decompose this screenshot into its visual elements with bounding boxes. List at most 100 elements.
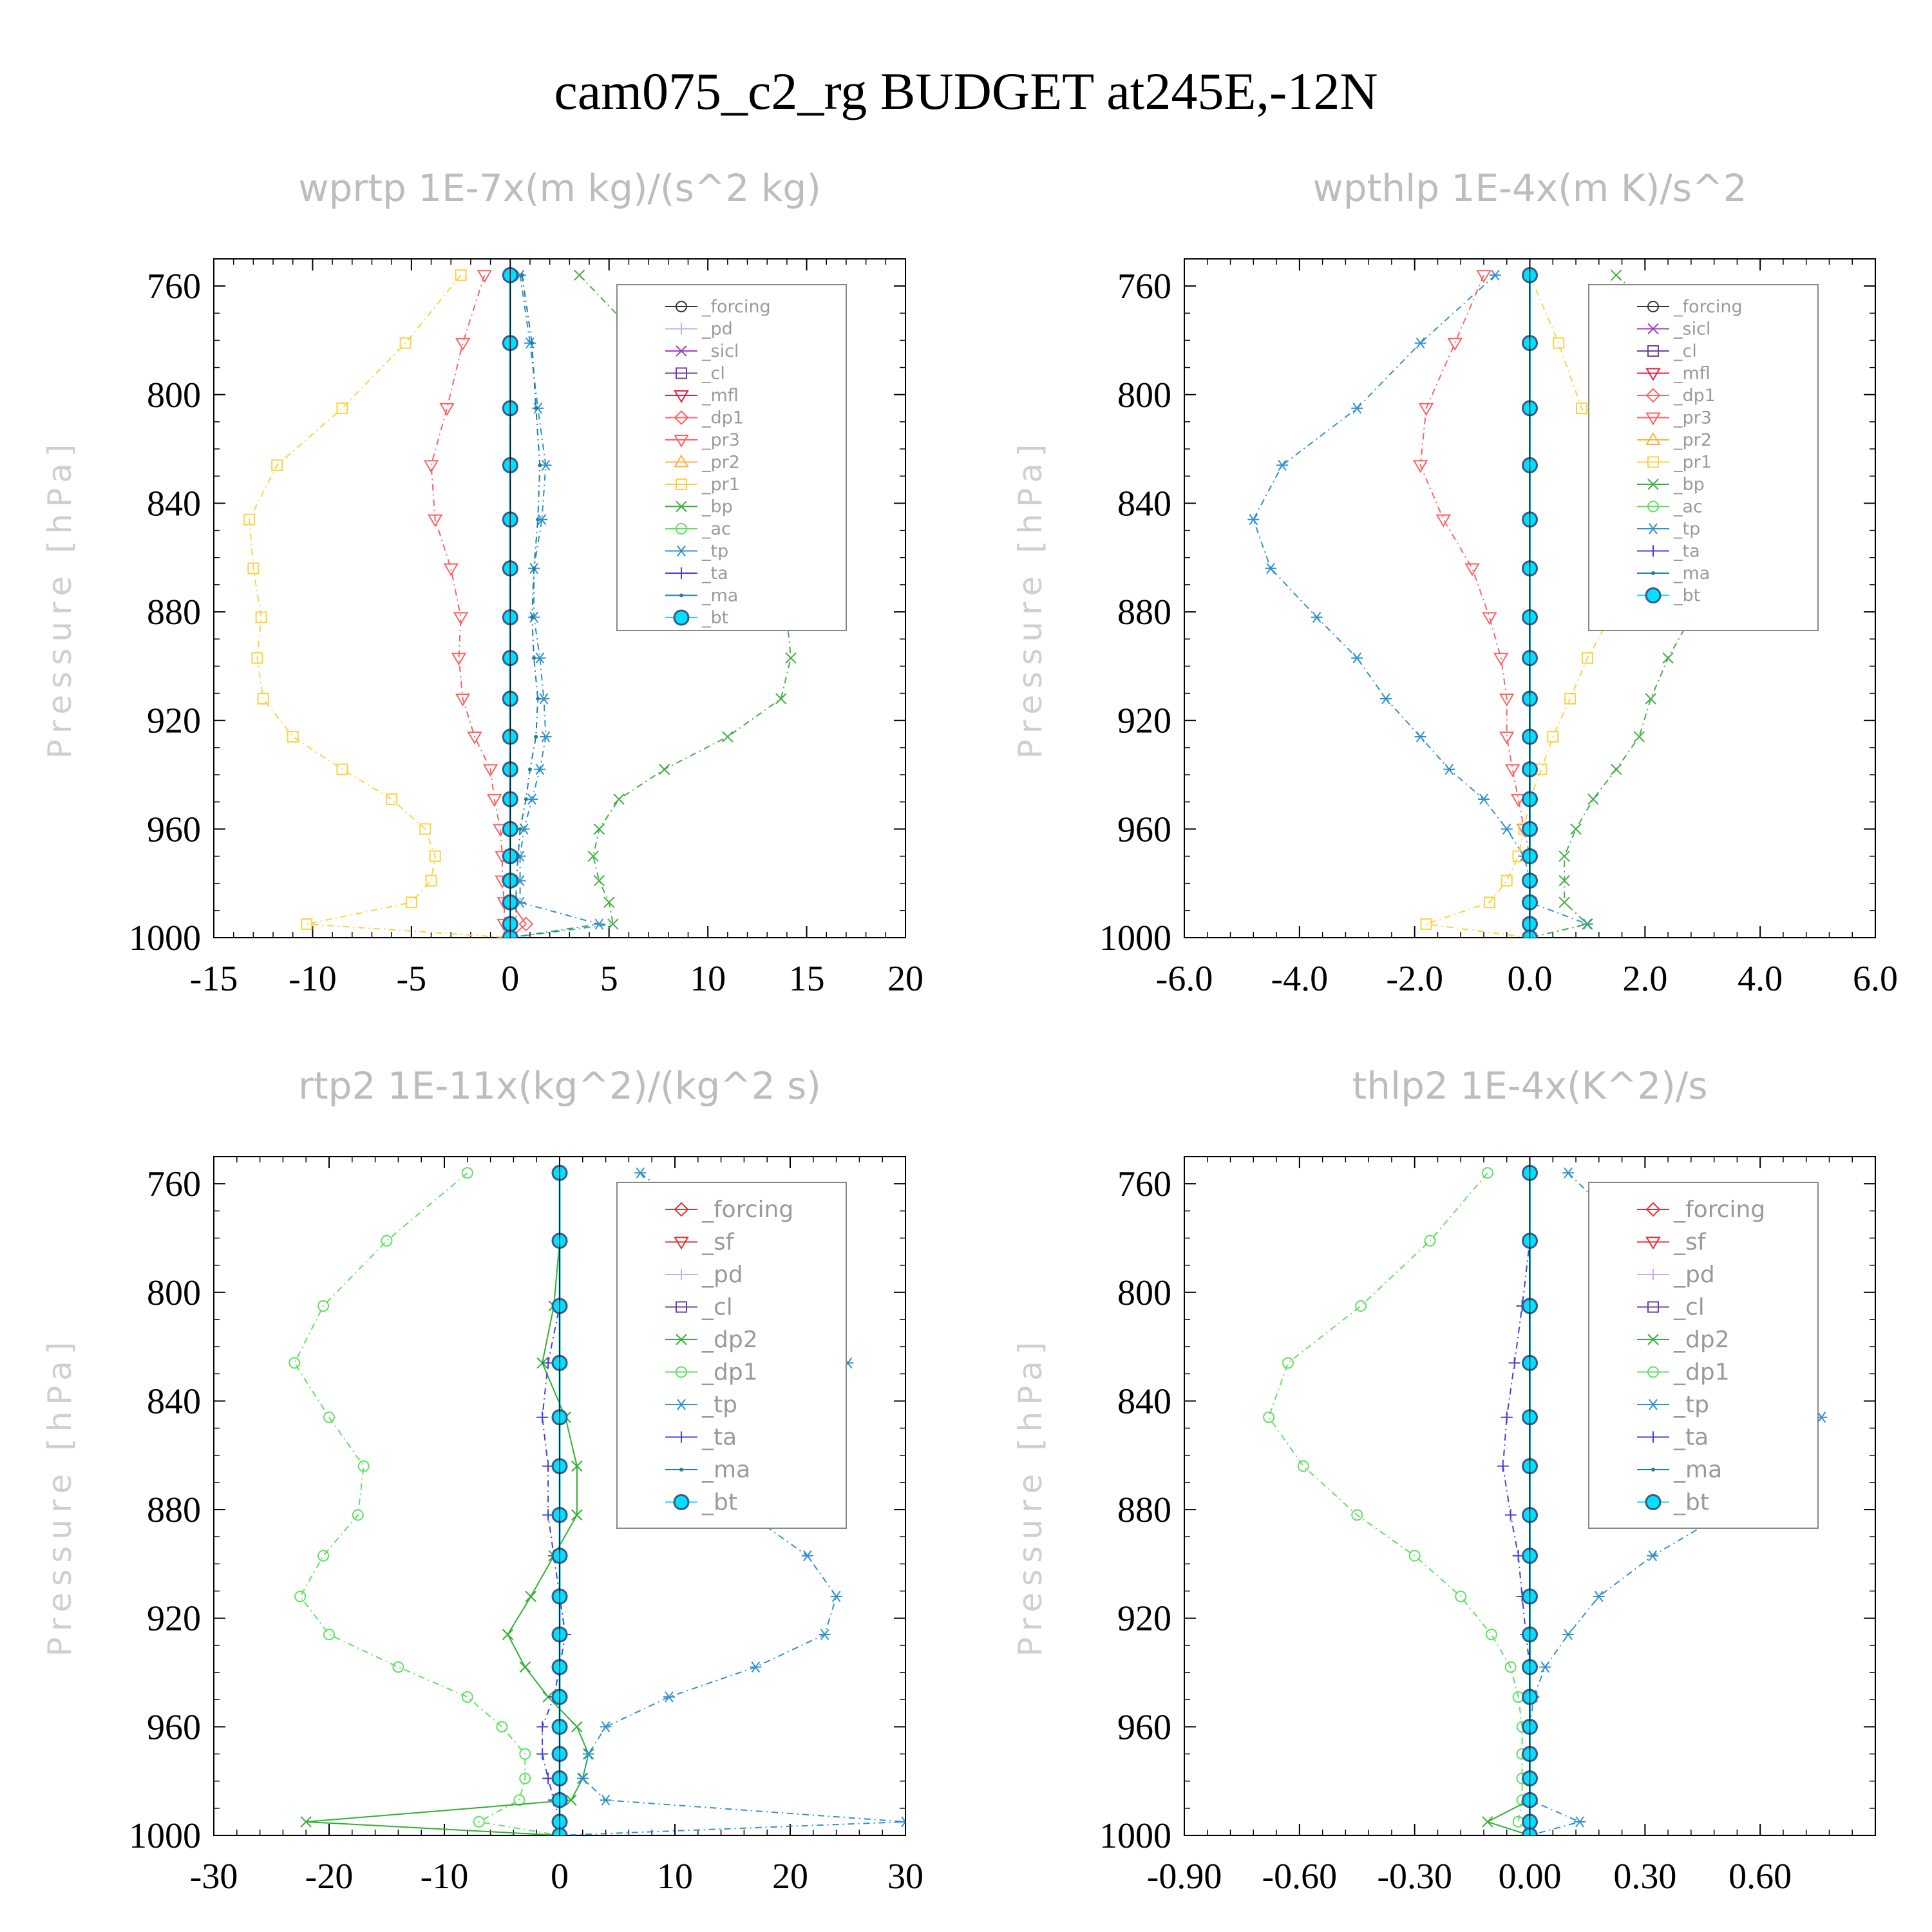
series-pr1 [243, 269, 516, 938]
legend-marker [1645, 388, 1661, 403]
data-point-tp [1573, 1816, 1586, 1828]
data-point-dp1 [352, 1509, 364, 1521]
x-tick-label: -0.60 [1262, 1857, 1338, 1897]
y-tick-label: 1000 [129, 918, 201, 958]
data-point-tp [1265, 563, 1277, 574]
x-tick-label: -2.0 [1386, 959, 1443, 999]
x-tick-label: 30 [887, 1857, 923, 1897]
data-point-pr3 [1493, 652, 1509, 666]
data-point-dp1 [1355, 1300, 1367, 1312]
legend-marker [1647, 345, 1659, 357]
data-point-bp [587, 850, 599, 862]
data-point-dp1 [317, 1549, 330, 1562]
legend-marker [1645, 1202, 1661, 1217]
data-point-dp1 [1424, 1235, 1436, 1247]
series-line-ta [542, 1173, 566, 1835]
y-tick-label: 920 [147, 1599, 201, 1639]
y-tick-label: 960 [147, 810, 201, 849]
series-tp [1247, 269, 1593, 938]
data-point-ma [527, 767, 532, 772]
data-point-tp [1501, 823, 1513, 835]
data-point-bp [593, 875, 605, 887]
data-point-pr3 [1476, 270, 1492, 283]
x-tick-label: 0 [501, 959, 519, 999]
legend-label: _cl [701, 1294, 733, 1321]
x-tick-label: -15 [190, 959, 238, 999]
legend-marker [1647, 1301, 1659, 1313]
legend: _forcing_pd_sicl_cl_mfl_dp1_pr3_pr2_pr1_… [616, 284, 847, 631]
data-point-tp [1414, 337, 1426, 349]
data-point-tp [1276, 459, 1289, 471]
legend-label: _ta [701, 1425, 737, 1451]
legend-marker [676, 345, 687, 357]
data-point-dp1 [323, 1629, 335, 1641]
data-point-dp1 [1408, 1549, 1421, 1562]
data-point-tp [801, 1550, 813, 1562]
data-point-dp2 [571, 1509, 583, 1521]
legend-marker [673, 1494, 690, 1510]
series-line-pr1 [249, 274, 511, 938]
legend-marker [676, 301, 687, 312]
legend-label: _pr2 [1673, 430, 1712, 450]
data-point-ta [1508, 1357, 1520, 1369]
data-point-pr3 [1482, 612, 1497, 625]
data-point-dp1 [1504, 1661, 1517, 1673]
x-tick-label: 0.00 [1499, 1857, 1562, 1897]
legend-label: _bp [1673, 475, 1705, 495]
legend-label: _ac [1673, 497, 1703, 517]
legend-label: _forcing [701, 297, 771, 317]
legend-marker [676, 367, 687, 379]
data-point-pr3 [423, 460, 439, 473]
data-point-ma [524, 797, 528, 801]
legend-marker [676, 1366, 687, 1378]
legend-label: _cl [1673, 1294, 1705, 1321]
data-point-dp1 [392, 1661, 404, 1673]
data-point-bp [775, 693, 787, 705]
legend-marker [673, 609, 690, 626]
data-point-pr1 [1483, 896, 1495, 909]
data-point-dp1 [357, 1460, 370, 1472]
data-point-bp [1558, 875, 1570, 887]
data-point-bp [1633, 731, 1645, 743]
data-point-ta [1501, 1411, 1513, 1423]
data-point-dp1 [1481, 1167, 1493, 1179]
x-tick-label: 10 [690, 959, 726, 999]
data-point-pr1 [251, 652, 263, 664]
y-tick-label: 800 [1117, 375, 1171, 415]
legend-marker [1647, 323, 1659, 335]
data-point-ma [520, 273, 524, 278]
legend-marker [674, 1202, 689, 1217]
data-point-pr1 [1420, 918, 1432, 930]
legend-label: _forcing [701, 1197, 793, 1223]
legend-marker [676, 1269, 687, 1280]
data-point-bp [722, 731, 734, 743]
data-point-tp [576, 1772, 589, 1785]
data-point-bp [1558, 896, 1570, 908]
legend: _forcing_sicl_cl_mfl_dp1_pr3_pr2_pr1_bp_… [1588, 284, 1819, 631]
legend-label: _mfl [701, 386, 739, 406]
data-point-dp2 [502, 1629, 514, 1640]
legend-marker [1647, 545, 1659, 557]
y-axis-label: Pressure [hPa] [41, 438, 79, 759]
series-pr3 [423, 270, 518, 938]
data-point-tp [600, 1721, 612, 1732]
legend-label: _dp2 [1673, 1327, 1730, 1353]
legend-label: _tp [701, 542, 728, 562]
y-tick-label: 1000 [1099, 1816, 1171, 1856]
data-point-bp [1582, 918, 1593, 930]
x-tick-label: 6.0 [1853, 959, 1898, 999]
legend-label: _dp2 [701, 1327, 758, 1353]
legend-marker [1647, 1269, 1659, 1280]
data-point-pr3 [482, 764, 498, 777]
y-tick-label: 760 [147, 1164, 201, 1204]
data-point-tp [534, 764, 546, 775]
y-tick-label: 760 [1117, 267, 1171, 307]
y-tick-label: 880 [1117, 592, 1171, 632]
legend-marker [676, 567, 687, 579]
series-dp1 [1263, 1167, 1536, 1835]
y-axis-label: Pressure [hPa] [41, 1336, 79, 1657]
legend-label: _tp [701, 1392, 737, 1418]
data-point-bp [785, 652, 797, 664]
